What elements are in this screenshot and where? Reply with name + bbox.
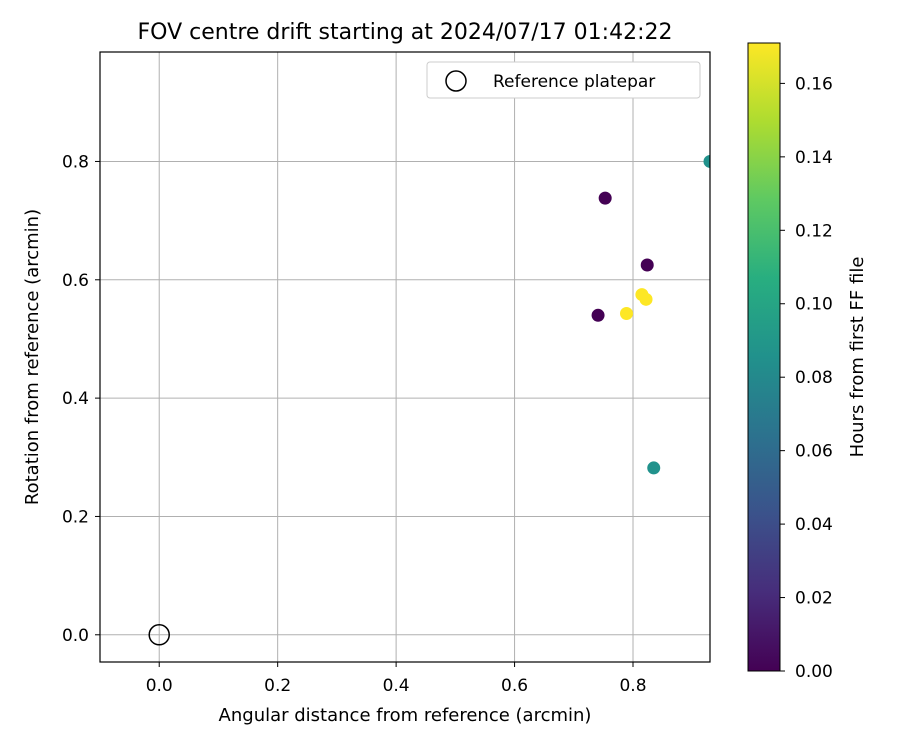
plot-frame xyxy=(99,51,711,663)
colorbar-gradient xyxy=(747,42,781,672)
x-tick-label: 0.4 xyxy=(383,676,410,696)
y-tick-label: 0.0 xyxy=(62,626,89,646)
colorbar-label: Hours from first FF file xyxy=(847,257,868,458)
y-tick-label: 0.8 xyxy=(62,152,89,172)
colorbar-tick-label: 0.14 xyxy=(795,148,833,168)
legend-marker-hollow-circle xyxy=(445,70,467,92)
data-point xyxy=(647,461,661,475)
data-point xyxy=(598,191,612,205)
colorbar-tick-label: 0.16 xyxy=(795,74,833,94)
grid xyxy=(100,52,710,662)
reference-platepar-marker xyxy=(148,624,170,646)
x-tick-label: 0.8 xyxy=(619,676,646,696)
x-tick-label: 0.2 xyxy=(264,676,291,696)
y-tick-label: 0.2 xyxy=(62,507,89,527)
x-axis-ticks: 0.0 0.2 0.4 0.6 0.8 xyxy=(146,662,647,696)
legend-label: Reference platepar xyxy=(493,72,655,92)
colorbar-tick-label: 0.08 xyxy=(795,368,833,388)
data-point xyxy=(640,258,654,272)
colorbar-tick-label: 0.02 xyxy=(795,589,833,609)
colorbar: 0.00 0.02 0.04 0.06 0.08 0.10 0.12 0.14 0.16 Hou… xyxy=(747,42,868,682)
x-tick-label: 0.0 xyxy=(146,676,173,696)
y-tick-label: 0.4 xyxy=(62,389,89,409)
colorbar-ticks: 0.00 0.02 0.04 0.06 0.08 0.10 0.12 0.14 0.16 xyxy=(780,74,833,682)
legend: Reference platepar xyxy=(426,61,701,99)
colorbar-tick-label: 0.00 xyxy=(795,662,833,682)
reference-layer xyxy=(148,624,170,646)
y-tick-label: 0.6 xyxy=(62,271,89,291)
data-points xyxy=(591,154,710,475)
data-point xyxy=(591,308,605,322)
x-tick-label: 0.6 xyxy=(501,676,528,696)
x-axis-label: Angular distance from reference (arcmin) xyxy=(219,705,592,726)
data-point xyxy=(703,154,710,168)
chart-title: FOV centre drift starting at 2024/07/17 … xyxy=(138,20,673,45)
colorbar-tick-label: 0.06 xyxy=(795,442,833,462)
legend-box xyxy=(426,61,701,99)
colorbar-tick-label: 0.10 xyxy=(795,295,833,315)
y-axis-ticks: 0.0 0.2 0.4 0.6 0.8 xyxy=(62,152,100,646)
colorbar-tick-label: 0.04 xyxy=(795,515,833,535)
data-point xyxy=(639,292,653,306)
colorbar-tick-label: 0.12 xyxy=(795,221,833,241)
y-axis-label: Rotation from reference (arcmin) xyxy=(22,209,43,505)
data-point xyxy=(619,307,633,321)
